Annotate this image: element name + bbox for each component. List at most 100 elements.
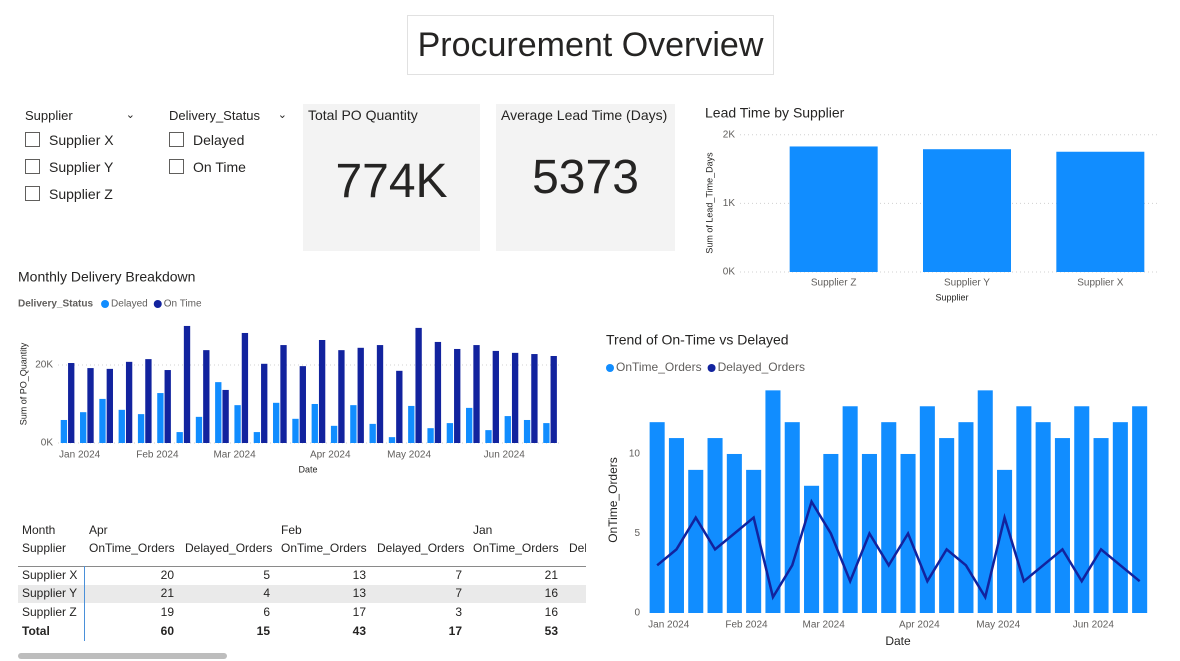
- bar: [99, 398, 106, 443]
- bar: [164, 370, 171, 443]
- bar: [261, 363, 268, 443]
- bar: [1074, 406, 1090, 613]
- legend-marker: [707, 364, 716, 372]
- slicer-option[interactable]: On Time: [169, 153, 287, 180]
- legend-marker: [101, 300, 110, 308]
- x-axis-label: Supplier: [935, 292, 968, 302]
- bar: [388, 437, 396, 443]
- bar: [1056, 151, 1145, 272]
- bar: [125, 361, 133, 443]
- x-tick-label: Jan 2024: [648, 620, 690, 631]
- table-cell: 17: [448, 624, 462, 638]
- x-tick-label: Supplier Y: [944, 278, 990, 289]
- option-label: Supplier X: [49, 131, 114, 148]
- slicer-option[interactable]: Supplier Y: [25, 153, 135, 180]
- y-tick-label: 0: [634, 608, 640, 619]
- slicer-header: Delivery_Status ⌄: [169, 108, 287, 126]
- x-axis-label: Date: [885, 634, 911, 648]
- slicer-option[interactable]: Delayed: [169, 126, 287, 153]
- bar: [688, 469, 704, 613]
- table-cell: 21: [544, 568, 558, 582]
- bar: [958, 422, 974, 613]
- bar: [330, 425, 338, 443]
- bar: [183, 325, 191, 443]
- chart-title: Monthly Delivery Breakdown: [18, 269, 195, 285]
- bar: [842, 406, 858, 613]
- card-value: 774K: [335, 155, 448, 208]
- table-cell: Supplier Y: [22, 586, 78, 600]
- x-tick-label: Mar 2024: [213, 450, 256, 461]
- table-cell: Month: [22, 523, 56, 537]
- bar: [1132, 406, 1148, 613]
- table-cell: 5: [263, 568, 270, 582]
- bar: [415, 327, 422, 443]
- table-cell: 4: [263, 586, 270, 600]
- slicer-header: Supplier ⌄: [25, 108, 135, 126]
- bar: [1035, 422, 1051, 613]
- slicer: Delivery_Status ⌄ Delayed On Time: [169, 108, 287, 180]
- bar: [203, 350, 210, 443]
- bar: [157, 393, 164, 443]
- table-cell: 17: [352, 605, 366, 619]
- bar: [234, 405, 241, 443]
- table-cell: 6: [263, 605, 270, 619]
- bar: [241, 332, 249, 443]
- slicer-option[interactable]: Supplier X: [25, 126, 135, 153]
- bar: [87, 368, 94, 443]
- x-tick-label: Apr 2024: [899, 620, 940, 631]
- bar: [466, 407, 473, 443]
- y-tick-label: 0K: [41, 438, 54, 449]
- option-label: Supplier Z: [49, 185, 113, 202]
- bar: [446, 423, 454, 443]
- bar: [434, 341, 442, 443]
- x-tick-label: Jun 2024: [484, 450, 526, 461]
- bar: [473, 345, 480, 443]
- scrollbar[interactable]: [18, 653, 227, 659]
- bar: [1112, 422, 1128, 613]
- table-cell: 13: [352, 586, 366, 600]
- table-cell: Total: [22, 624, 50, 638]
- table-cell: 15: [256, 624, 270, 638]
- bar: [485, 430, 492, 443]
- bar: [215, 382, 222, 443]
- table-cell: 7: [455, 568, 462, 582]
- slicer-option[interactable]: Supplier Z: [25, 180, 135, 207]
- legend-title: Delivery_Status: [18, 299, 93, 310]
- x-tick-label: Apr 2024: [310, 450, 351, 461]
- table-cell: OnTime_Orders: [281, 541, 367, 555]
- legend-marker: [153, 300, 162, 308]
- x-tick-label: Mar 2024: [803, 620, 846, 631]
- x-tick-label: Feb 2024: [725, 620, 768, 631]
- x-tick-label: Supplier X: [1077, 278, 1123, 289]
- slicer: Supplier ⌄ Supplier X Supplier Y Supplier…: [25, 108, 135, 207]
- table-cell: 43: [352, 624, 366, 638]
- legend-marker: [606, 364, 614, 372]
- line: [656, 498, 1141, 601]
- bar: [118, 409, 125, 443]
- bar: [997, 469, 1013, 613]
- bar: [176, 432, 183, 443]
- bar: [550, 355, 557, 443]
- bar: [1054, 438, 1070, 613]
- legend-label: OnTime_Orders: [616, 360, 702, 374]
- y-axis-label: Sum of PO_Quantity: [18, 342, 28, 425]
- bar: [881, 422, 897, 613]
- dropdown-icon[interactable]: ⌄: [277, 109, 287, 121]
- table-cell: Delayed_Orders: [185, 541, 273, 555]
- x-tick-label: May 2024: [976, 620, 1020, 631]
- bar: [668, 438, 684, 613]
- table-cell: 19: [160, 605, 174, 619]
- bar: [60, 419, 68, 443]
- bar: [789, 146, 878, 272]
- legend-label: On Time: [164, 299, 202, 310]
- bar: [707, 438, 723, 613]
- bar: [376, 345, 384, 443]
- table-cell: 3: [455, 605, 462, 619]
- dropdown-icon[interactable]: ⌄: [125, 109, 135, 121]
- table-cell: Apr: [89, 523, 108, 537]
- bar: [106, 368, 113, 443]
- table-cell: Supplier: [22, 541, 67, 555]
- bar: [318, 339, 326, 443]
- y-axis-label: Sum of Lead_Time_Days: [704, 152, 714, 254]
- y-tick-label: 20K: [35, 360, 53, 371]
